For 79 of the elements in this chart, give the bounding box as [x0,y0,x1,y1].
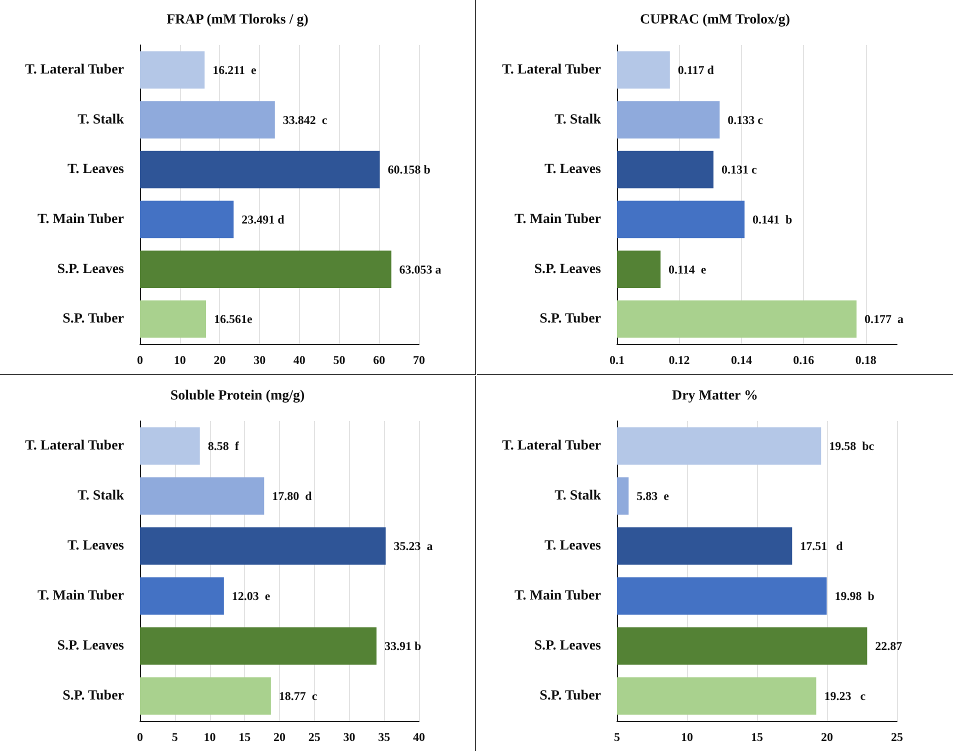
data-label: 19.23 c [824,689,866,703]
y-tick-label: T. Leaves [67,538,125,554]
x-tick-label: 0.16 [793,353,814,367]
y-tick-label: S.P. Leaves [534,262,602,277]
data-label: 0.131 c [721,162,758,177]
data-label: 33.91 b [384,639,422,653]
x-tick-label: 50 [333,353,346,367]
y-tick-label: T. Main Tuber [514,212,601,227]
data-label: 23.491 d [242,212,285,226]
data-label: 17.80 d [272,489,312,503]
x-tick-label: 0.14 [730,353,752,367]
x-tick-label: 35 [378,730,390,744]
y-tick-label: T. Lateral Tuber [25,62,124,78]
data-label: 18.77 c [278,689,318,703]
y-tick-label: S.P. Leaves [534,638,602,654]
data-label: 33.842 c [282,112,328,127]
x-tick-label: 30 [254,353,266,367]
x-tick-label: 10 [204,730,216,744]
y-tick-label: T. Stalk [78,488,124,504]
y-tick-label: T. Leaves [544,538,602,554]
y-tick-label: S.P. Leaves [57,262,125,277]
y-tick-label: T. Leaves [544,162,602,178]
data-label: 0.133 c [728,112,764,127]
x-tick-label: 0.12 [668,353,690,367]
y-tick-label: T. Stalk [554,112,602,128]
x-tick-label: 15 [751,730,763,744]
data-label: 16.561e [214,312,254,326]
data-label: 8.58 f [208,439,240,453]
y-tick-label: T. Stalk [78,112,124,128]
data-label: 0.141 b [752,212,793,226]
y-tick-label: S.P. Tuber [62,312,124,327]
chart-title: FRAP (mM Tloroks / g) [166,12,309,28]
data-label: 16.211 e [212,62,257,77]
x-tick-label: 40 [413,730,425,744]
data-label: 0.177 a [864,312,904,326]
data-label: 0.117 d [678,62,714,77]
y-tick-label: S.P. Tuber [540,312,601,327]
data-label: 19.98 b [834,589,875,603]
x-tick-label: 20 [274,730,286,744]
y-tick-label: S.P. Tuber [62,688,124,704]
x-tick-label: 20 [214,353,226,367]
data-label: 60.158 b [388,162,431,177]
x-tick-label: 10 [174,353,186,367]
y-tick-label: T. Main Tuber [38,212,124,227]
x-tick-label: 5 [172,730,178,744]
data-label: 19.58 bc [829,439,875,453]
y-tick-label: T. Lateral Tuber [502,62,601,78]
chart-title: CUPRAC (mM Trolox/g) [640,12,790,28]
y-tick-label: T. Stalk [554,488,602,504]
x-tick-label: 0.18 [855,353,876,367]
x-tick-label: 70 [413,353,425,367]
x-tick-label: 15 [238,730,251,744]
x-tick-label: 0.1 [610,353,624,367]
x-tick-label: 30 [343,730,356,744]
x-tick-label: 5 [614,730,620,744]
x-tick-label: 0 [137,730,143,744]
y-tick-label: S.P. Leaves [57,638,125,654]
chart-title: Soluble Protein (mg/g) [170,388,305,404]
data-label: 35.23 a [394,539,433,553]
y-tick-label: T. Main Tuber [514,588,601,604]
chart-title: Dry Matter % [672,388,758,404]
y-tick-label: S.P. Tuber [540,688,601,704]
y-tick-label: T. Lateral Tuber [25,438,124,454]
x-tick-label: 25 [891,730,903,744]
x-tick-label: 0 [137,353,143,367]
x-tick-label: 60 [373,353,386,367]
x-tick-label: 40 [293,353,306,367]
data-label: 12.03 e [232,589,271,603]
y-tick-label: T. Leaves [67,162,125,178]
x-tick-label: 10 [681,730,693,744]
data-label: 17.51 d [800,539,844,553]
x-tick-label: 25 [308,730,320,744]
data-label: 63.053 a [399,262,442,276]
data-label: 0.114 e [668,262,707,276]
data-label: 22.87 [875,639,902,653]
data-label: 5.83 e [636,489,670,503]
x-tick-label: 20 [821,730,833,744]
y-tick-label: T. Main Tuber [38,588,124,604]
y-tick-label: T. Lateral Tuber [502,438,601,454]
